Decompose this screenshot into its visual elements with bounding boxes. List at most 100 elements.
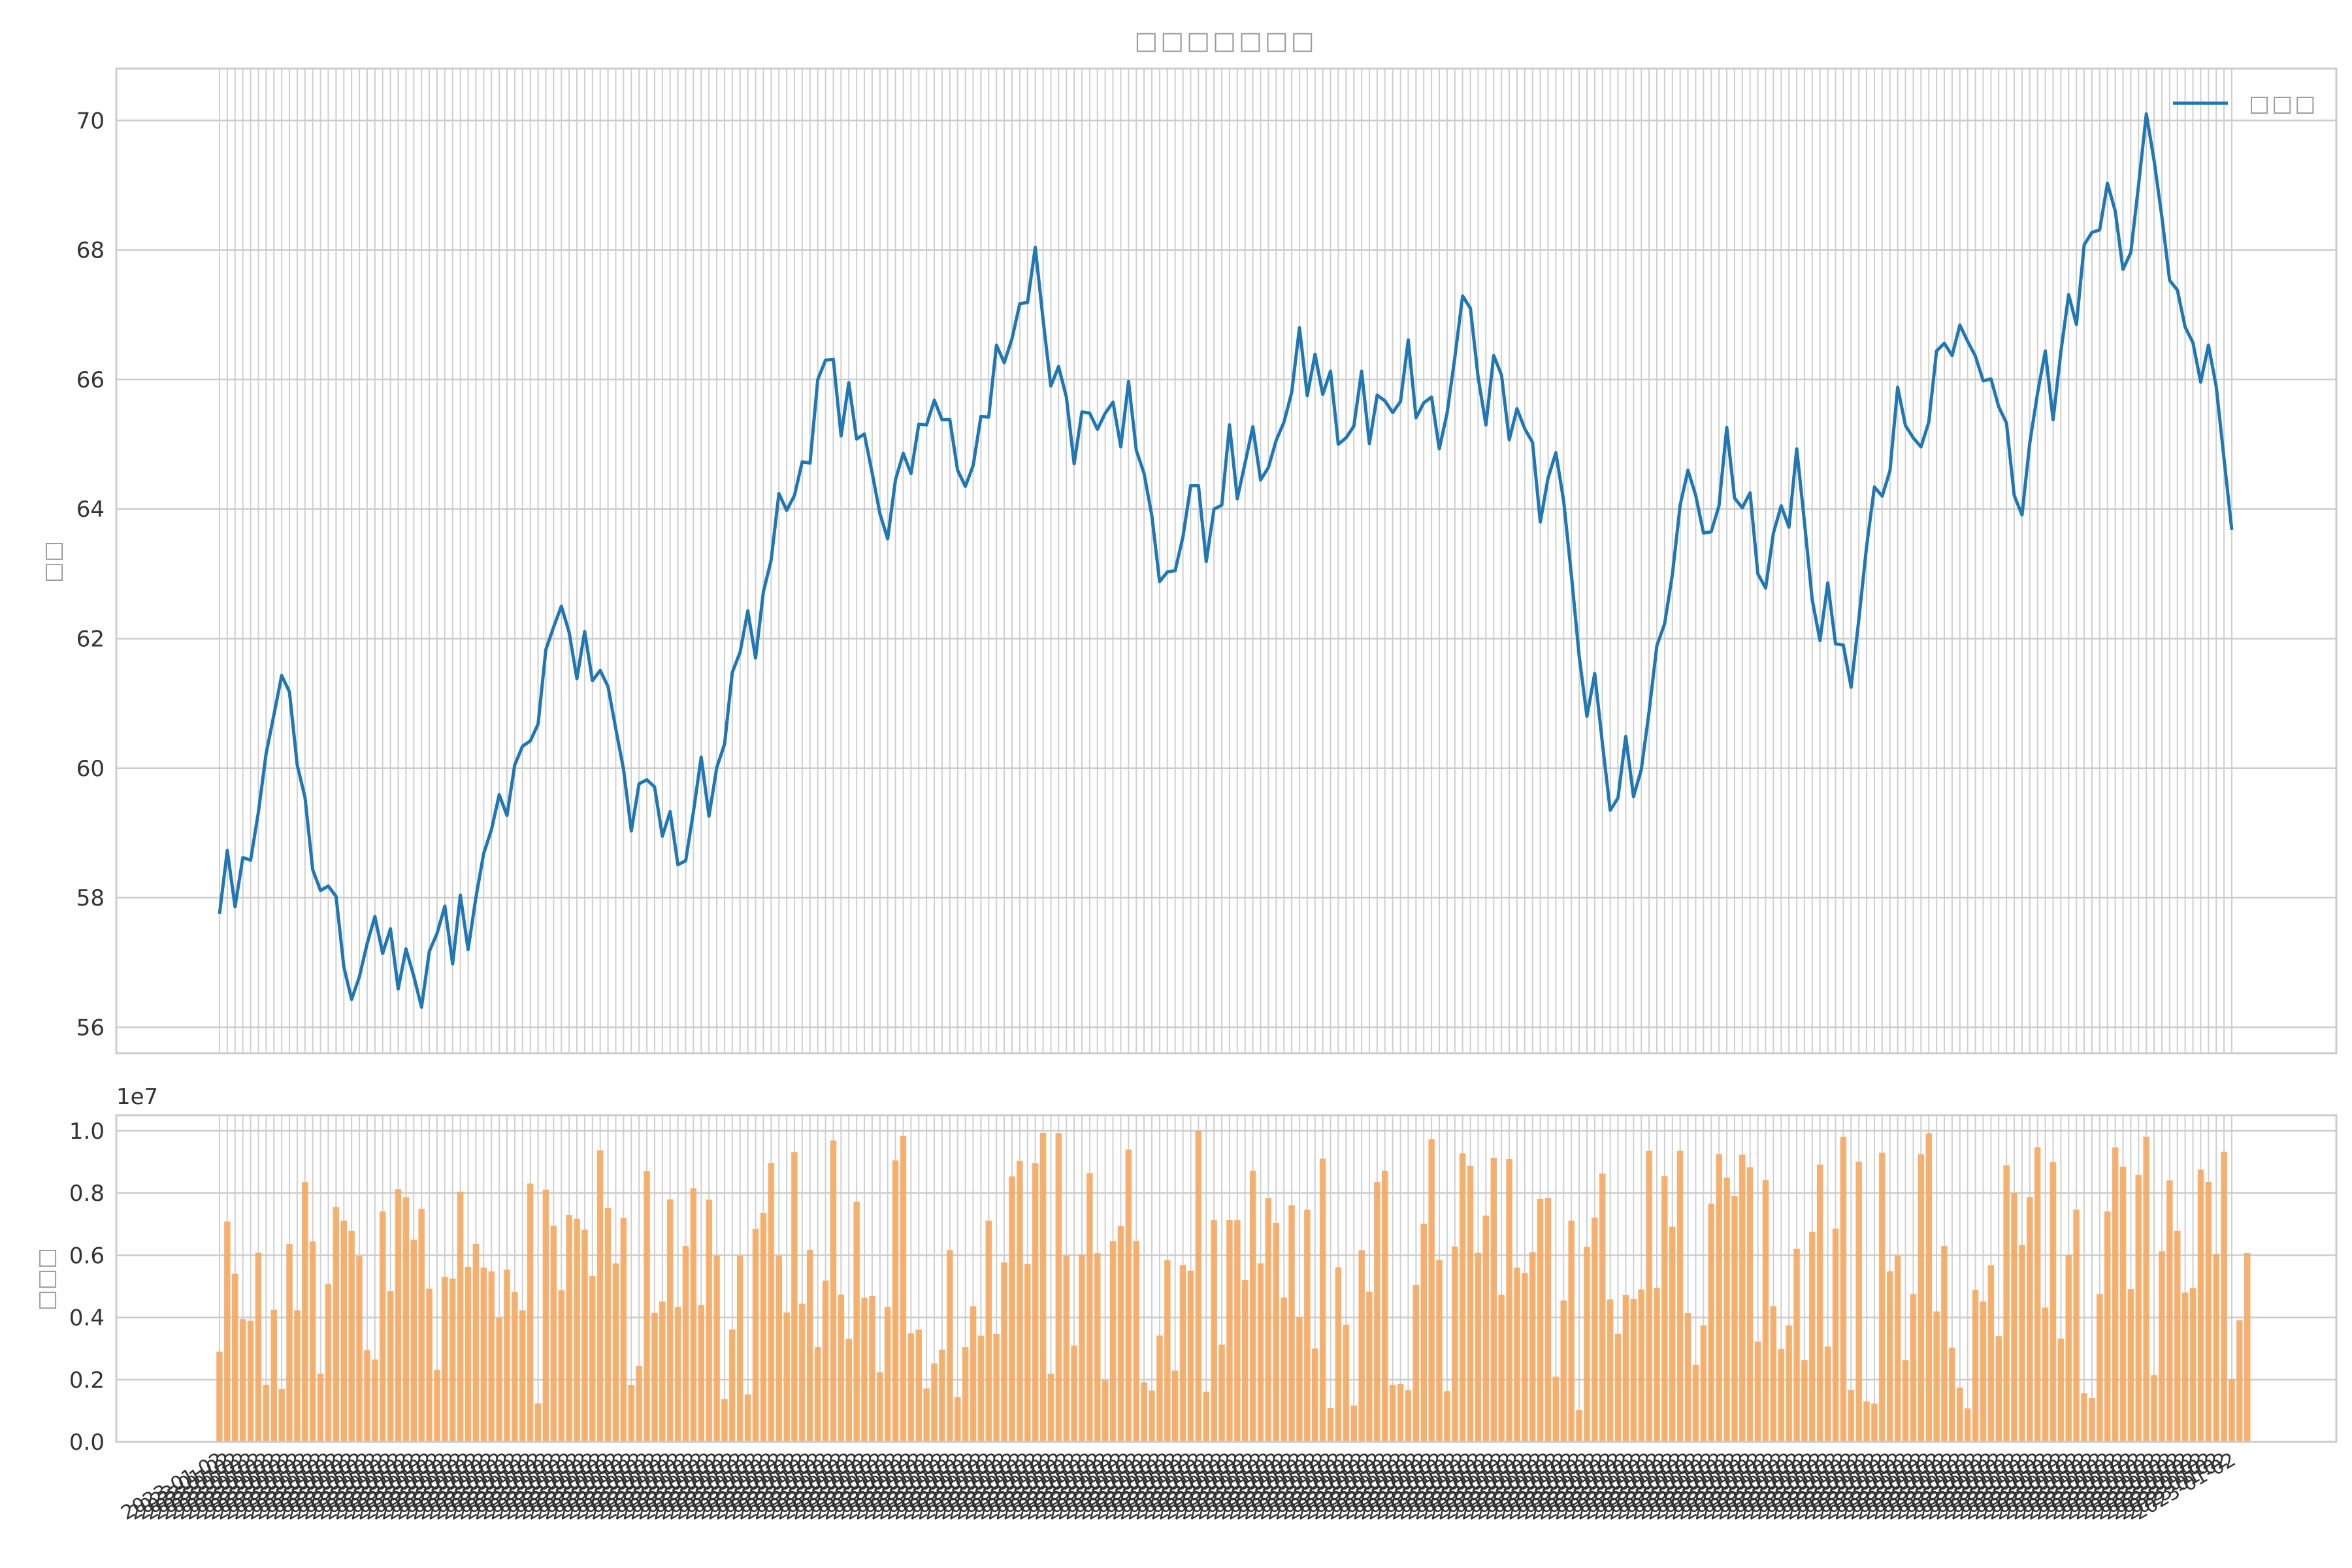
volume-bar	[550, 1225, 557, 1442]
volume-bar	[1894, 1255, 1901, 1442]
volume-bar	[1149, 1390, 1155, 1442]
volume-bar	[1684, 1313, 1691, 1442]
volume-bar	[1055, 1133, 1062, 1442]
volume-bar	[1560, 1300, 1567, 1442]
volume-bar	[799, 1303, 806, 1442]
volume-bar	[822, 1281, 829, 1442]
volume-bar	[1614, 1333, 1622, 1442]
volume-bar	[286, 1244, 293, 1442]
volume-bar	[2213, 1254, 2219, 1442]
volume-bar	[1428, 1139, 1435, 1442]
volume-bar	[1544, 1198, 1552, 1442]
price-y-tick-label: 60	[76, 756, 105, 782]
volume-bar	[1700, 1325, 1707, 1442]
volume-bar	[1079, 1254, 1085, 1442]
price-y-tick-label: 62	[76, 626, 105, 652]
volume-bar	[1249, 1170, 1256, 1442]
volume-bar	[232, 1273, 238, 1442]
volume-bar	[2119, 1166, 2127, 1442]
volume-bar	[1257, 1263, 1264, 1442]
volume-bar	[1397, 1384, 1404, 1442]
volume-bar	[348, 1230, 355, 1442]
volume-bar	[706, 1200, 712, 1442]
volume-bar	[877, 1372, 883, 1442]
volume-bar	[1739, 1154, 1746, 1442]
volume-bar	[1389, 1384, 1396, 1442]
volume-bar	[480, 1267, 487, 1442]
volume-bar	[2104, 1211, 2111, 1442]
volume-bar	[410, 1239, 417, 1442]
volume-bar	[2050, 1162, 2057, 1442]
price-y-tick-label: 68	[76, 238, 105, 264]
price-y-tick-label: 70	[76, 108, 105, 134]
volume-bar	[558, 1290, 564, 1442]
volume-bar	[1296, 1317, 1303, 1442]
volume-bar	[1661, 1176, 1668, 1442]
volume-bar	[472, 1243, 480, 1442]
volume-bar	[2019, 1245, 2025, 1442]
volume-bar	[1032, 1163, 1039, 1442]
volume-bar	[1879, 1152, 1886, 1442]
volume-bar	[504, 1269, 510, 1442]
volume-bar	[1366, 1292, 1373, 1442]
volume-bar	[1195, 1130, 1202, 1442]
volume-bar	[589, 1275, 596, 1442]
volume-bar	[1047, 1373, 1054, 1442]
volume-bar	[1218, 1345, 1225, 1442]
volume-bar	[1327, 1408, 1334, 1442]
volume-bar	[1887, 1271, 1893, 1442]
volume-bar	[1475, 1252, 1482, 1442]
volume-bar	[651, 1313, 658, 1442]
volume-bar	[884, 1307, 891, 1442]
volume-bar	[1319, 1158, 1326, 1442]
volume-bar	[1133, 1241, 1139, 1442]
volume-bar	[1638, 1289, 1644, 1442]
volume-bar	[2166, 1180, 2173, 1442]
volume-bar	[1506, 1159, 1512, 1442]
volume-bar	[768, 1163, 775, 1442]
volume-bar	[2081, 1393, 2087, 1442]
legend-label: □□□	[2249, 91, 2317, 117]
volume-bar	[216, 1351, 223, 1442]
volume-bar	[892, 1160, 899, 1442]
volume-bar	[1809, 1232, 1816, 1442]
price-series-line	[218, 112, 2234, 1009]
volume-bar	[830, 1140, 837, 1442]
volume-bar	[317, 1373, 324, 1442]
volume-bar	[2244, 1253, 2251, 1442]
volume-bar	[783, 1312, 790, 1442]
volume-bar	[1793, 1249, 1800, 1442]
volume-bar	[1211, 1220, 1217, 1442]
price-legend: □□□	[2173, 91, 2317, 117]
volume-bar	[1350, 1405, 1357, 1442]
volume-bar	[1646, 1151, 1652, 1442]
volume-bar	[1786, 1325, 1792, 1442]
volume-bar	[1607, 1299, 1614, 1442]
volume-bar	[426, 1288, 433, 1442]
volume-bar	[1987, 1265, 1995, 1442]
volume-bar	[1568, 1220, 1575, 1442]
volume-bar	[1723, 1177, 1730, 1442]
volume-bar	[1801, 1360, 1808, 1442]
volume-bar	[620, 1218, 627, 1442]
volume-bar	[364, 1350, 370, 1442]
volume-bar	[2143, 1136, 2149, 1442]
volume-bar	[2159, 1251, 2165, 1442]
volume-bar	[2236, 1320, 2243, 1442]
volume-bar	[962, 1347, 969, 1442]
volume-y-axis-label: □□□	[33, 1248, 59, 1311]
volume-bar	[278, 1389, 285, 1442]
volume-bar	[534, 1403, 542, 1442]
volume-bar	[224, 1221, 231, 1442]
volume-bar	[1855, 1162, 1862, 1442]
volume-bar	[2027, 1197, 2033, 1442]
volume-bar	[496, 1318, 502, 1442]
volume-bar	[581, 1230, 588, 1442]
volume-bar	[729, 1329, 736, 1442]
volume-bar	[853, 1201, 860, 1442]
x-tick-labels: 2023-01-022023-01-022023-01-022023-01-02…	[118, 1448, 2240, 1525]
volume-bar	[1669, 1226, 1676, 1442]
volume-bar	[239, 1319, 246, 1442]
volume-bar	[1817, 1164, 1823, 1442]
volume-bar	[1071, 1345, 1077, 1442]
